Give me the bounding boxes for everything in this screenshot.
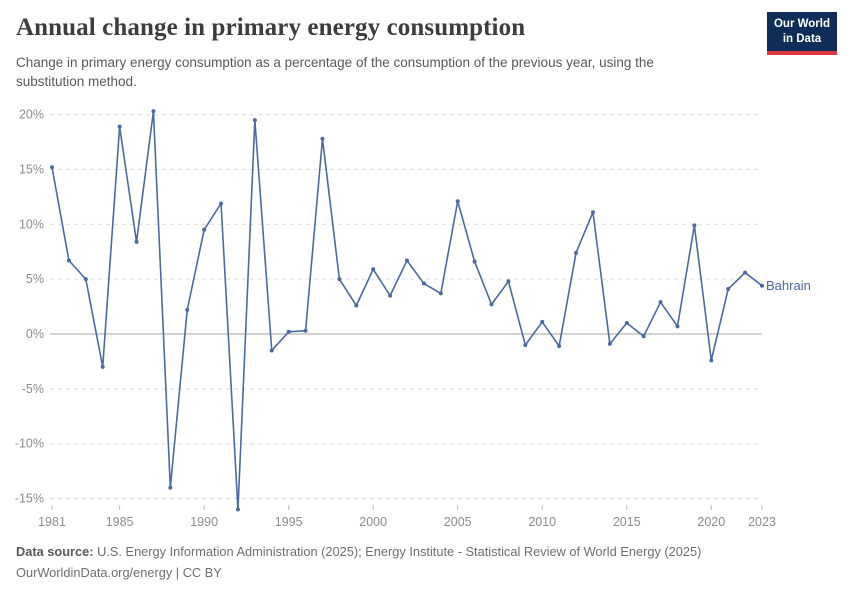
data-point[interactable] (252, 118, 257, 123)
y-tick-label: -5% (22, 382, 44, 396)
data-point[interactable] (354, 303, 359, 308)
license-text: CC BY (182, 565, 222, 581)
data-point[interactable] (523, 342, 528, 347)
chart-footer: Data source: U.S. Energy Information Adm… (16, 541, 701, 585)
chart-subtitle: Change in primary energy consumption as … (16, 55, 654, 89)
data-point[interactable] (185, 307, 190, 312)
data-point[interactable] (658, 300, 663, 305)
data-point[interactable] (641, 334, 646, 339)
data-point[interactable] (303, 328, 308, 333)
data-point[interactable] (760, 283, 764, 288)
data-point[interactable] (557, 344, 562, 349)
data-point[interactable] (472, 259, 477, 264)
data-point[interactable] (624, 321, 629, 326)
data-point[interactable] (66, 258, 71, 263)
y-tick-label: 15% (19, 162, 44, 176)
data-point[interactable] (100, 364, 105, 369)
data-point[interactable] (50, 165, 54, 170)
data-point[interactable] (675, 324, 680, 329)
data-point[interactable] (726, 287, 731, 292)
data-point[interactable] (574, 250, 579, 255)
data-point[interactable] (151, 109, 156, 114)
data-point[interactable] (455, 199, 460, 204)
x-tick-label: 1990 (190, 515, 218, 529)
x-tick-label: 1985 (106, 515, 134, 529)
data-point[interactable] (337, 277, 342, 282)
owid-energy-link[interactable]: OurWorldinData.org/energy (16, 565, 173, 581)
x-tick-label: 2010 (528, 515, 556, 529)
data-point[interactable] (607, 341, 612, 346)
data-point[interactable] (506, 279, 511, 284)
data-point[interactable] (235, 507, 240, 512)
data-point[interactable] (388, 293, 393, 298)
data-point[interactable] (134, 239, 139, 244)
x-tick-label: 2020 (697, 515, 725, 529)
y-tick-label: 20% (19, 108, 44, 122)
y-tick-label: -10% (15, 437, 44, 451)
data-source-text: U.S. Energy Information Administration (… (93, 543, 702, 559)
data-point[interactable] (489, 302, 494, 307)
owid-logo-line2: in Data (782, 32, 822, 45)
data-point[interactable] (421, 281, 426, 286)
y-tick-label: 5% (26, 272, 44, 286)
data-point[interactable] (117, 124, 122, 129)
data-point[interactable] (709, 358, 714, 363)
data-point[interactable] (286, 329, 291, 334)
license-separator: | (172, 565, 183, 581)
owid-logo[interactable]: Our World in Data (767, 12, 837, 55)
page-title: Annual change in primary energy consumpt… (16, 14, 526, 41)
data-point[interactable] (743, 270, 748, 275)
data-point[interactable] (438, 291, 443, 296)
data-point[interactable] (320, 136, 325, 141)
license-line: OurWorldinData.org/energy | CC BY (16, 562, 701, 584)
x-tick-label: 1995 (275, 515, 303, 529)
y-tick-label: 10% (19, 217, 44, 231)
series-line-bahrain[interactable] (51, 110, 763, 511)
data-point[interactable] (405, 258, 409, 263)
data-point[interactable] (540, 319, 545, 324)
data-point[interactable] (202, 227, 207, 232)
x-tick-label: 2023 (748, 515, 776, 529)
x-tick-label: 2015 (613, 515, 641, 529)
owid-logo-line1: Our World (773, 18, 830, 31)
x-tick-label: 2005 (444, 515, 472, 529)
y-tick-label: -15% (15, 492, 44, 506)
y-tick-label: 0% (26, 327, 44, 341)
data-source-label: Data source: (16, 543, 94, 559)
data-point[interactable] (168, 485, 173, 490)
data-point[interactable] (692, 223, 697, 228)
series-end-label[interactable]: Bahrain (766, 278, 811, 293)
data-source-line: Data source: U.S. Energy Information Adm… (16, 541, 701, 563)
data-point[interactable] (219, 201, 224, 206)
data-point[interactable] (371, 267, 376, 272)
data-point[interactable] (590, 210, 595, 215)
x-tick-label: 1981 (38, 515, 66, 529)
x-tick-label: 2000 (359, 515, 387, 529)
data-point[interactable] (83, 277, 88, 282)
data-point[interactable] (269, 348, 274, 353)
